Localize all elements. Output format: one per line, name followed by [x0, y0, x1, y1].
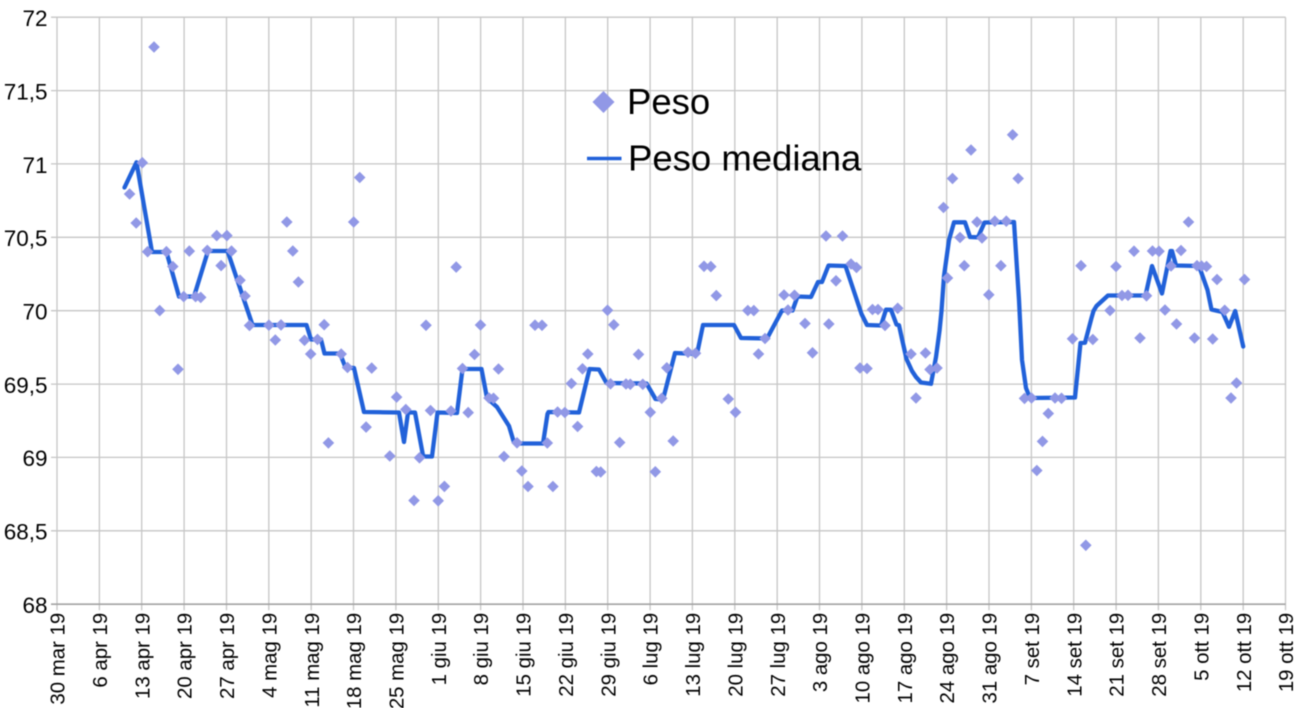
svg-text:22 giu 19: 22 giu 19: [556, 613, 578, 697]
svg-text:71,5: 71,5: [4, 79, 48, 104]
svg-text:14 set 19: 14 set 19: [1064, 613, 1086, 697]
svg-text:19 ott 19: 19 ott 19: [1276, 613, 1298, 692]
svg-text:13 lug 19: 13 lug 19: [683, 613, 705, 697]
svg-text:29 giu 19: 29 giu 19: [598, 613, 620, 697]
svg-text:20 apr 19: 20 apr 19: [175, 613, 197, 699]
svg-text:10 ago 19: 10 ago 19: [853, 613, 875, 704]
svg-text:Peso mediana: Peso mediana: [628, 138, 862, 179]
svg-text:27 lug 19: 27 lug 19: [768, 613, 790, 697]
svg-text:72: 72: [22, 6, 47, 31]
svg-text:5 ott 19: 5 ott 19: [1191, 613, 1213, 681]
svg-text:13 apr 19: 13 apr 19: [132, 613, 154, 699]
svg-text:7 set 19: 7 set 19: [1022, 613, 1044, 686]
svg-text:11 mag 19: 11 mag 19: [302, 613, 324, 708]
svg-text:1 giu 19: 1 giu 19: [429, 613, 451, 686]
svg-text:69: 69: [22, 446, 47, 471]
svg-text:69,5: 69,5: [4, 373, 48, 398]
svg-text:18 mag 19: 18 mag 19: [344, 613, 366, 708]
svg-text:68: 68: [22, 593, 47, 618]
svg-text:4 mag 19: 4 mag 19: [259, 613, 281, 698]
svg-text:24 ago 19: 24 ago 19: [937, 613, 959, 704]
svg-text:31 ago 19: 31 ago 19: [980, 613, 1002, 704]
svg-text:28 set 19: 28 set 19: [1149, 613, 1171, 697]
svg-text:25 mag 19: 25 mag 19: [387, 613, 409, 708]
svg-text:3 ago 19: 3 ago 19: [810, 613, 832, 692]
svg-text:6 apr 19: 6 apr 19: [90, 613, 112, 688]
svg-text:70: 70: [22, 300, 47, 325]
svg-text:27 apr 19: 27 apr 19: [217, 613, 239, 699]
svg-text:12 ott 19: 12 ott 19: [1234, 613, 1256, 692]
svg-text:17 ago 19: 17 ago 19: [895, 613, 917, 704]
svg-text:30 mar 19: 30 mar 19: [48, 613, 70, 705]
svg-text:Peso: Peso: [627, 81, 710, 122]
svg-text:68,5: 68,5: [4, 520, 48, 545]
svg-text:20 lug 19: 20 lug 19: [725, 613, 747, 697]
svg-text:15 giu 19: 15 giu 19: [514, 613, 536, 697]
svg-text:70,5: 70,5: [4, 226, 48, 251]
svg-text:71: 71: [22, 153, 47, 178]
svg-text:6 lug 19: 6 lug 19: [641, 613, 663, 686]
svg-text:8 giu 19: 8 giu 19: [471, 613, 493, 686]
svg-text:21 set 19: 21 set 19: [1107, 613, 1129, 697]
